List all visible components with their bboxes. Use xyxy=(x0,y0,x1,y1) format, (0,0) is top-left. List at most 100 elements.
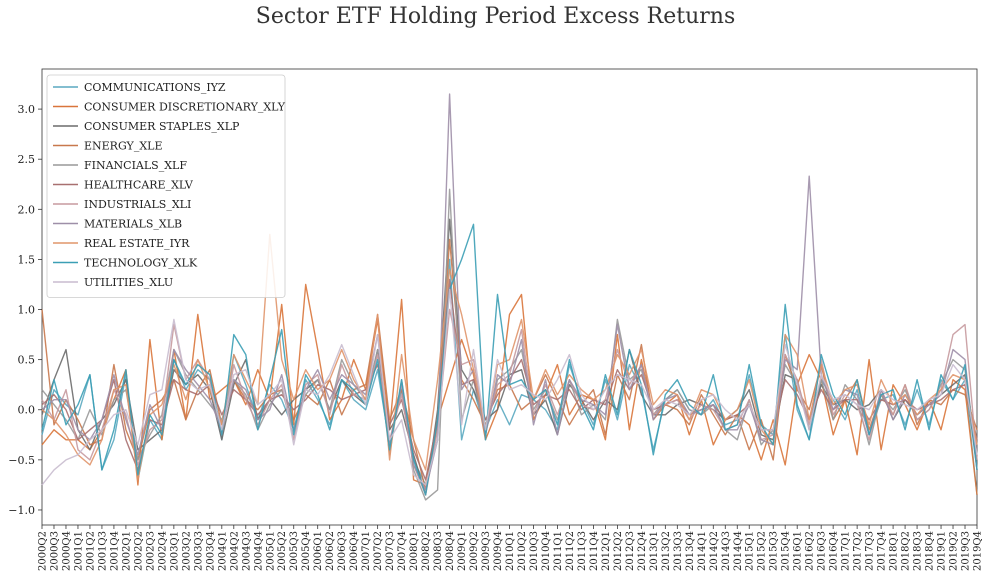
x-tick-label: 2019Q4 xyxy=(973,531,984,571)
x-tick-label: 2018Q2 xyxy=(901,531,912,571)
x-tick-label: 2001Q4 xyxy=(109,531,120,571)
x-tick-label: 2001Q2 xyxy=(85,531,96,571)
x-tick-label: 2018Q1 xyxy=(889,531,900,571)
x-tick-label: 2016Q2 xyxy=(805,531,816,571)
x-tick-label: 2009Q2 xyxy=(469,531,480,571)
x-tick-label: 2011Q1 xyxy=(553,531,564,571)
x-tick-label: 2007Q2 xyxy=(373,531,384,571)
x-tick-label: 2007Q4 xyxy=(397,531,408,571)
x-tick-label: 2001Q3 xyxy=(97,531,108,571)
series-line-8 xyxy=(41,233,978,481)
x-tick-label: 2000Q2 xyxy=(38,531,49,571)
x-tick-label: 2004Q2 xyxy=(229,531,240,571)
x-tick-label: 2010Q3 xyxy=(529,531,540,571)
x-tick-label: 2003Q2 xyxy=(181,531,192,571)
x-tick-label: 2016Q4 xyxy=(829,531,840,571)
x-tick-label: 2012Q1 xyxy=(601,531,612,571)
x-tick-label: 2011Q3 xyxy=(577,531,588,571)
x-tick-label: 2014Q3 xyxy=(721,531,732,571)
x-tick-label: 2018Q4 xyxy=(925,531,936,571)
x-tick-label: 2004Q3 xyxy=(241,531,252,571)
x-tick-label: 2006Q2 xyxy=(325,531,336,571)
x-tick-label: 2013Q2 xyxy=(661,531,672,571)
x-tick-label: 2012Q3 xyxy=(625,531,636,571)
series-line-9 xyxy=(41,223,978,496)
x-tick-label: 2018Q3 xyxy=(913,531,924,571)
x-tick-label: 2003Q4 xyxy=(205,531,216,571)
x-tick-label: 2005Q3 xyxy=(289,531,300,571)
x-tick-label: 2004Q1 xyxy=(217,531,228,571)
x-tick-label: 2015Q3 xyxy=(769,531,780,571)
y-tick-label: 2.0 xyxy=(18,203,36,216)
x-tick-label: 2008Q3 xyxy=(433,531,444,571)
x-tick-label: 2008Q4 xyxy=(445,531,456,571)
legend-label: MATERIALS_XLB xyxy=(84,218,182,231)
x-tick-label: 2009Q3 xyxy=(481,531,492,571)
series-layer xyxy=(41,93,978,501)
legend-label: CONSUMER DISCRETIONARY_XLY xyxy=(84,101,286,114)
x-tick-label: 2014Q4 xyxy=(733,531,744,571)
x-tick-label: 2011Q2 xyxy=(565,531,576,571)
x-tick-label: 2009Q1 xyxy=(457,531,468,571)
legend-label: FINANCIALS_XLF xyxy=(84,159,187,172)
series-line-10 xyxy=(41,288,978,486)
x-tick-label: 2003Q1 xyxy=(169,531,180,571)
x-tick-label: 2003Q3 xyxy=(193,531,204,571)
y-tick-label: 0.0 xyxy=(18,404,36,417)
x-tick-label: 2006Q1 xyxy=(313,531,324,571)
x-tick-label: 2014Q2 xyxy=(709,531,720,571)
x-tick-label: 2001Q1 xyxy=(74,531,85,571)
x-tick-label: 2010Q2 xyxy=(517,531,528,571)
x-tick-label: 2016Q1 xyxy=(793,531,804,571)
x-tick-label: 2009Q4 xyxy=(493,531,504,571)
x-tick-label: 2005Q2 xyxy=(277,531,288,571)
x-tick-label: 2016Q3 xyxy=(817,531,828,571)
x-tick-label: 2017Q3 xyxy=(865,531,876,571)
y-tick-label: 0.5 xyxy=(18,354,36,367)
x-tick-label: 2012Q2 xyxy=(613,531,624,571)
x-tick-label: 2019Q3 xyxy=(961,531,972,571)
y-tick-label: 1.0 xyxy=(18,304,36,317)
y-tick-label: −0.5 xyxy=(8,454,35,467)
x-tick-label: 2010Q4 xyxy=(541,531,552,571)
x-tick-label: 2000Q3 xyxy=(50,531,61,571)
x-tick-label: 2000Q4 xyxy=(62,531,73,571)
x-tick-label: 2002Q1 xyxy=(121,531,132,571)
x-tick-label: 2011Q4 xyxy=(589,531,600,571)
x-tick-label: 2015Q1 xyxy=(745,531,756,571)
x-tick-label: 2014Q1 xyxy=(697,531,708,571)
x-tick-label: 2008Q1 xyxy=(409,531,420,571)
y-tick-label: 3.0 xyxy=(18,103,36,116)
y-tick-label: 1.5 xyxy=(18,253,36,266)
legend-label: COMMUNICATIONS_IYZ xyxy=(84,81,226,94)
legend-label: UTILITIES_XLU xyxy=(84,276,173,289)
y-tick-label: 2.5 xyxy=(18,153,36,166)
x-tick-label: 2017Q1 xyxy=(841,531,852,571)
legend-label: ENERGY_XLE xyxy=(84,140,163,153)
x-tick-label: 2005Q1 xyxy=(265,531,276,571)
legend-label: REAL ESTATE_IYR xyxy=(84,237,190,250)
x-tick-label: 2010Q1 xyxy=(505,531,516,571)
legend-label: CONSUMER STAPLES_XLP xyxy=(84,120,240,133)
legend-label: TECHNOLOGY_XLK xyxy=(84,257,198,270)
x-tick-label: 2015Q4 xyxy=(781,531,792,571)
x-tick-label: 2007Q3 xyxy=(385,531,396,571)
x-tick-label: 2002Q2 xyxy=(133,531,144,571)
x-tick-label: 2013Q3 xyxy=(673,531,684,571)
x-tick-label: 2006Q4 xyxy=(349,531,360,571)
x-tick-label: 2019Q2 xyxy=(949,531,960,571)
chart-title: Sector ETF Holding Period Excess Returns xyxy=(255,4,736,29)
x-tick-label: 2013Q4 xyxy=(685,531,696,571)
x-tick-label: 2019Q1 xyxy=(937,531,948,571)
legend: COMMUNICATIONS_IYZ CONSUMER DISCRETIONARY… xyxy=(46,74,286,298)
x-tick-label: 2006Q3 xyxy=(337,531,348,571)
x-tick-label: 2007Q1 xyxy=(361,531,372,571)
x-tick-label: 2013Q1 xyxy=(649,531,660,571)
legend-label: HEALTHCARE_XLV xyxy=(84,179,194,192)
x-tick-label: 2015Q2 xyxy=(757,531,768,571)
x-tick-label: 2017Q2 xyxy=(853,531,864,571)
x-tick-label: 2002Q3 xyxy=(145,531,156,571)
y-tick-label: −1.0 xyxy=(8,504,35,517)
legend-label: INDUSTRIALS_XLI xyxy=(84,198,191,211)
